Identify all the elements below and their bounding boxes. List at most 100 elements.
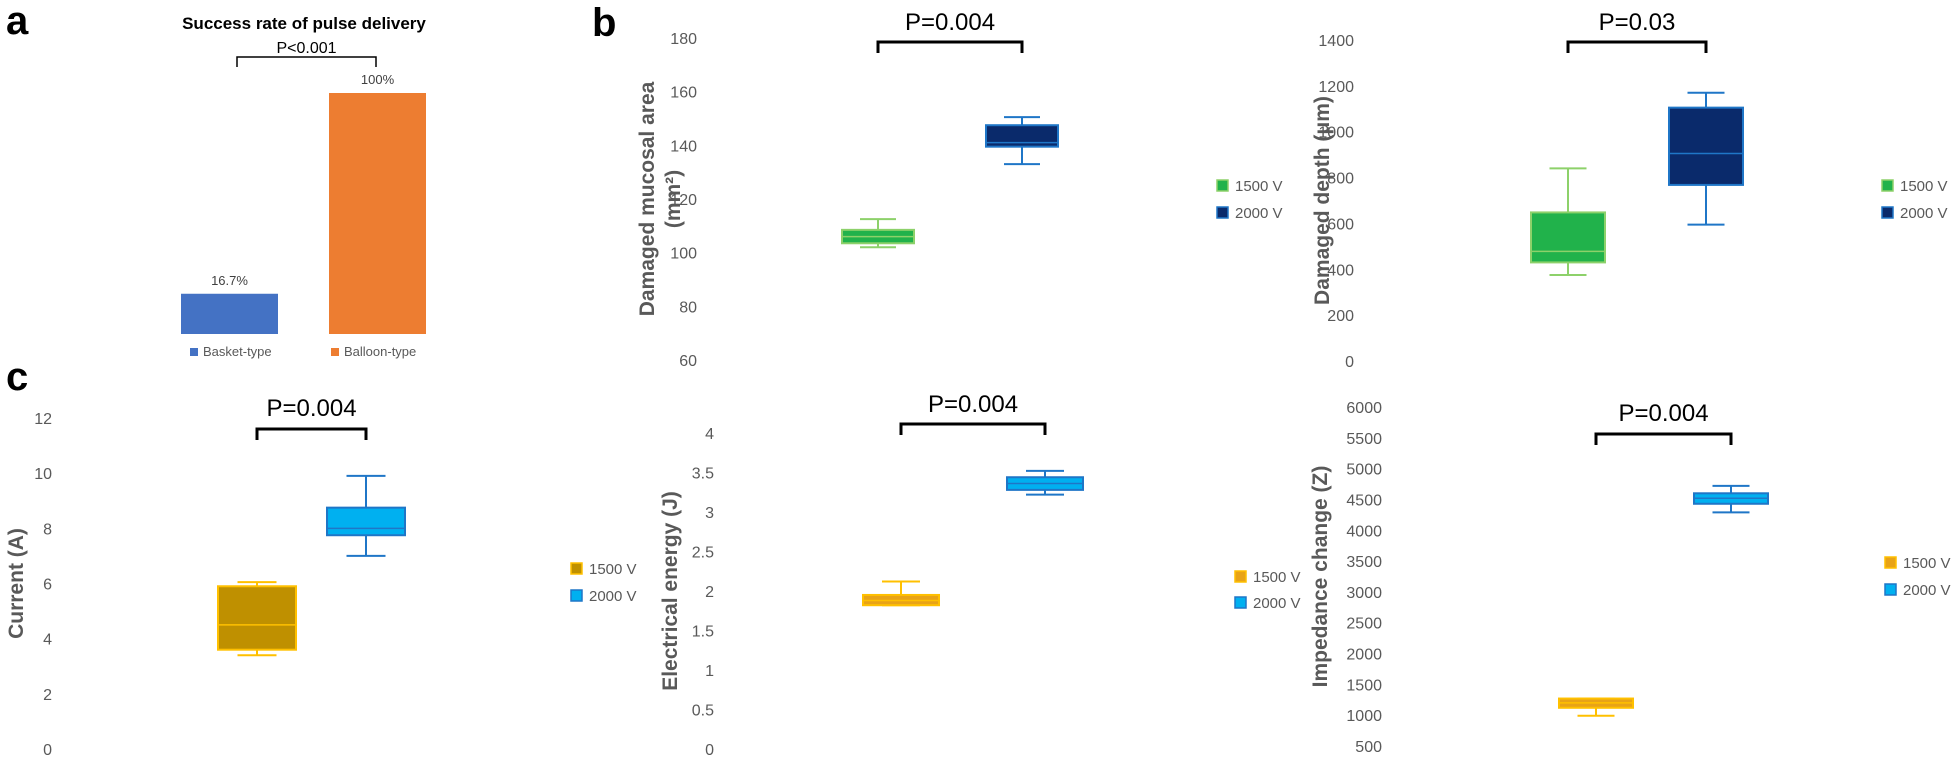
legend-label: 1500 V <box>1900 178 1948 195</box>
panel-label-a: a <box>6 0 29 43</box>
bar-basket-type <box>181 293 278 334</box>
legend-swatch <box>1884 556 1897 569</box>
y-tick-label: 3500 <box>1346 554 1382 571</box>
legend-swatch <box>190 348 198 356</box>
y-tick-label: 4000 <box>1346 523 1382 540</box>
p-value: P=0.004 <box>905 9 995 36</box>
box-2000v-iqr <box>326 506 406 537</box>
chart-a-title: Success rate of pulse delivery <box>182 14 426 33</box>
legend-label: 2000 V <box>1903 582 1951 599</box>
legend-label: 2000 V <box>1253 595 1301 612</box>
y-axis-label-line: Damaged depth (μm) <box>1311 96 1334 305</box>
y-axis-label: Current (A) <box>5 528 28 639</box>
bar-value-label: 100% <box>361 72 395 87</box>
y-axis-label-line: Electrical energy (J) <box>659 491 682 691</box>
y-tick-label: 1400 <box>1318 33 1354 50</box>
chart-b2: 0 200 400 600 800 1000 1200 1400 Damaged depth (… <box>1311 9 1948 371</box>
significance-bracket <box>255 427 368 440</box>
legend-label: 1500 V <box>589 561 637 578</box>
legend-swatch <box>331 348 339 356</box>
box-2000v-iqr <box>985 124 1059 148</box>
y-tick-label: 5500 <box>1346 431 1382 448</box>
y-tick-label: 4 <box>43 632 52 649</box>
y-tick-label: 160 <box>670 85 697 102</box>
legend-label: Balloon-type <box>344 344 416 359</box>
legend-label: Basket-type <box>203 344 272 359</box>
y-tick-label: 1000 <box>1346 708 1382 725</box>
y-tick-label: 0.5 <box>692 703 714 720</box>
y-tick-label: 80 <box>679 299 697 316</box>
legend-swatch <box>1234 596 1247 609</box>
y-tick-label: 6 <box>43 577 52 594</box>
y-axis-label-line: Impedance change (Z) <box>1309 466 1332 688</box>
p-value: P=0.004 <box>266 395 356 422</box>
y-tick-label: 140 <box>670 138 697 155</box>
y-tick-label: 1.5 <box>692 624 714 641</box>
y-tick-label: 2000 <box>1346 647 1382 664</box>
legend-swatch <box>1234 570 1247 583</box>
box-2000v-iqr <box>1668 106 1744 186</box>
box-1500v-iqr <box>1530 211 1606 264</box>
y-tick-label: 1200 <box>1318 79 1354 96</box>
y-tick-label: 8 <box>43 521 52 538</box>
y-tick-label: 12 <box>34 411 52 428</box>
p-value: P=0.004 <box>928 391 1018 418</box>
legend-swatch <box>1216 179 1229 192</box>
y-tick-label: 5000 <box>1346 462 1382 479</box>
y-axis-label-line: (mm²) <box>662 170 685 228</box>
y-tick-label: 0 <box>43 742 52 758</box>
y-tick-label: 600 <box>1327 216 1354 233</box>
y-tick-label: 100 <box>670 246 697 263</box>
box-1500v-iqr <box>217 585 297 651</box>
legend-label: 2000 V <box>1900 205 1948 222</box>
y-tick-label: 2 <box>43 687 52 704</box>
y-tick-label: 1 <box>705 663 714 680</box>
y-tick-label: 2500 <box>1346 616 1382 633</box>
chart-c2: 0 0.5 1 1.5 2 2.5 3 3.5 4 Electrical energy (J) P=… <box>659 391 1301 758</box>
y-tick-label: 4500 <box>1346 492 1382 509</box>
y-tick-label: 180 <box>670 31 697 48</box>
p-value: P=0.03 <box>1599 9 1676 36</box>
y-axis-label: Damaged mucosal area (mm²) <box>636 81 685 316</box>
y-axis-label: Impedance change (Z) <box>1309 466 1332 688</box>
significance-bracket <box>899 422 1047 435</box>
legend-swatch <box>1884 583 1897 596</box>
legend-swatch <box>1881 206 1894 219</box>
y-tick-label: 0 <box>705 742 714 758</box>
y-tick-label: 2.5 <box>692 545 714 562</box>
y-tick-label: 10 <box>34 466 52 483</box>
legend-label: 1500 V <box>1253 569 1301 586</box>
significance-bracket <box>876 40 1024 53</box>
panel-label-c: c <box>6 355 28 399</box>
y-axis-label: Electrical energy (J) <box>659 491 682 691</box>
y-tick-label: 1000 <box>1318 125 1354 142</box>
y-tick-label: 800 <box>1327 171 1354 188</box>
legend-label: 2000 V <box>1235 205 1283 222</box>
y-tick-label: 4 <box>705 426 714 443</box>
p-value: P=0.004 <box>1618 400 1708 427</box>
y-tick-label: 3.5 <box>692 466 714 483</box>
chart-b1: 60 80 100 120 140 160 180 Damaged mucosal area(… <box>636 9 1283 370</box>
chart-a: Success rate of pulse delivery 16.7% 100% P… <box>181 14 426 359</box>
p-value: P<0.001 <box>276 40 336 57</box>
chart-c3: 500 1000 1500 2000 2500 3000 3500 4000 4500 5000 5… <box>1309 400 1951 756</box>
y-tick-label: 3000 <box>1346 585 1382 602</box>
chart-c1: 0 2 4 6 8 10 12 Current (A) P=0.004 1500 V 2000 V <box>5 395 637 758</box>
y-tick-label: 500 <box>1355 739 1382 756</box>
y-axis-label: Damaged depth (μm) <box>1311 96 1334 305</box>
y-tick-label: 6000 <box>1346 400 1382 417</box>
significance-bracket <box>1566 40 1708 53</box>
y-tick-label: 400 <box>1327 262 1354 279</box>
y-tick-label: 0 <box>1345 354 1354 371</box>
legend-label: 1500 V <box>1235 178 1283 195</box>
legend-swatch <box>570 589 583 602</box>
y-tick-label: 2 <box>705 584 714 601</box>
bar-balloon-type <box>329 93 426 334</box>
y-tick-label: 1500 <box>1346 677 1382 694</box>
legend-label: 1500 V <box>1903 555 1951 572</box>
panel-label-b: b <box>592 1 616 45</box>
y-axis-label-line: Damaged mucosal area <box>636 81 659 316</box>
legend-label: 2000 V <box>589 588 637 605</box>
legend-swatch <box>570 562 583 575</box>
